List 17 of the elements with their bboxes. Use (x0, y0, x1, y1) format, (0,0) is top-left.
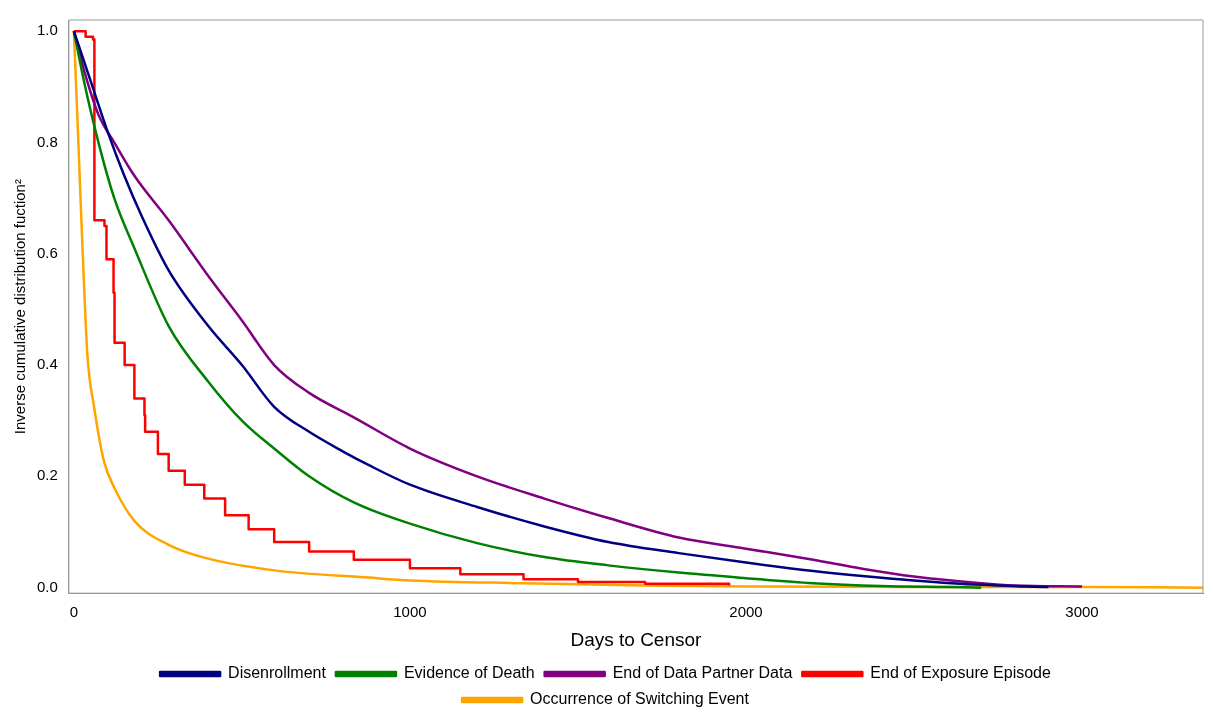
legend-label: Evidence of Death (403, 664, 535, 682)
x-tick-label: 3000 (1065, 603, 1099, 621)
y-tick-label: 0.8 (36, 132, 58, 150)
x-tick-label: 1000 (393, 603, 427, 621)
x-tick-label: 2000 (729, 603, 763, 621)
y-tick-label: 0.2 (36, 466, 58, 484)
y-tick-label: 1.0 (36, 21, 58, 39)
y-axis-title: Inverse cumulative distribution fuction² (11, 179, 29, 435)
legend-label: Disenrollment (228, 664, 327, 682)
y-tick-label: 0.6 (36, 243, 58, 261)
legend-label: End of Data Partner Data (612, 664, 793, 682)
y-tick-label: 0.4 (36, 355, 58, 373)
x-tick-label: 0 (69, 603, 79, 621)
legend-label: Occurrence of Switching Event (530, 690, 750, 708)
legend-label: End of Exposure Episode (870, 664, 1051, 682)
x-axis-title: Days to Censor (570, 628, 703, 650)
y-tick-label: 0.0 (36, 577, 58, 595)
